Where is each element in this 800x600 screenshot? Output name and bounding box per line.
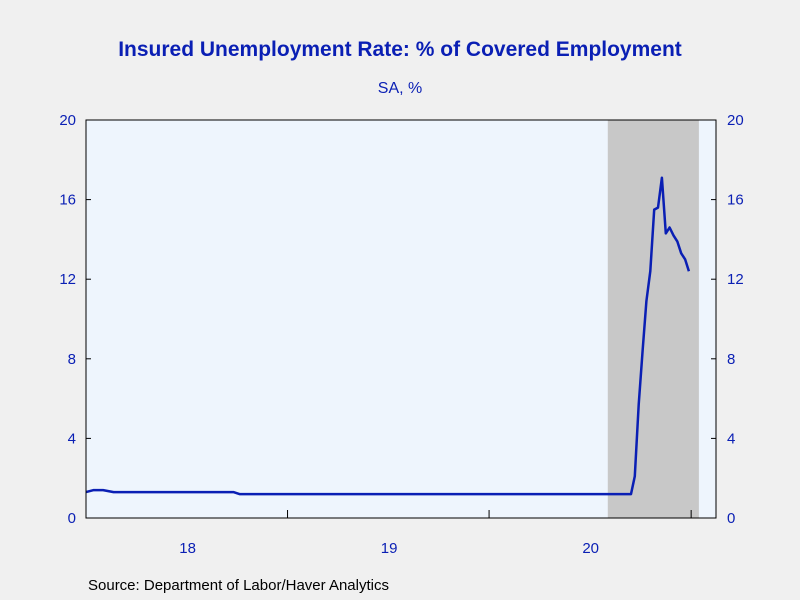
x-tick-label: 20 xyxy=(582,540,599,557)
x-tick-label: 18 xyxy=(179,540,196,557)
y-tick-label-left: 8 xyxy=(68,351,76,368)
chart-title: Insured Unemployment Rate: % of Covered … xyxy=(118,38,682,61)
y-tick-label-right: 16 xyxy=(727,192,744,209)
source-note: Source: Department of Labor/Haver Analyt… xyxy=(88,577,389,594)
y-tick-label-right: 0 xyxy=(727,510,735,527)
y-tick-label-left: 16 xyxy=(59,192,76,209)
y-tick-label-left: 0 xyxy=(68,510,76,527)
plot-frame xyxy=(85,119,717,519)
y-tick-label-right: 4 xyxy=(727,430,735,447)
chart-subtitle: SA, % xyxy=(377,80,423,97)
y-tick-label-left: 12 xyxy=(59,271,76,288)
y-tick-label-right: 12 xyxy=(727,271,744,288)
y-tick-label-right: 8 xyxy=(727,351,735,368)
y-tick-label-right: 20 xyxy=(727,112,744,129)
y-tick-label-left: 20 xyxy=(59,112,76,129)
series-line xyxy=(85,176,691,496)
recession-shading xyxy=(607,120,699,518)
x-tick-label: 19 xyxy=(381,540,398,557)
y-tick-label-left: 4 xyxy=(68,430,76,447)
